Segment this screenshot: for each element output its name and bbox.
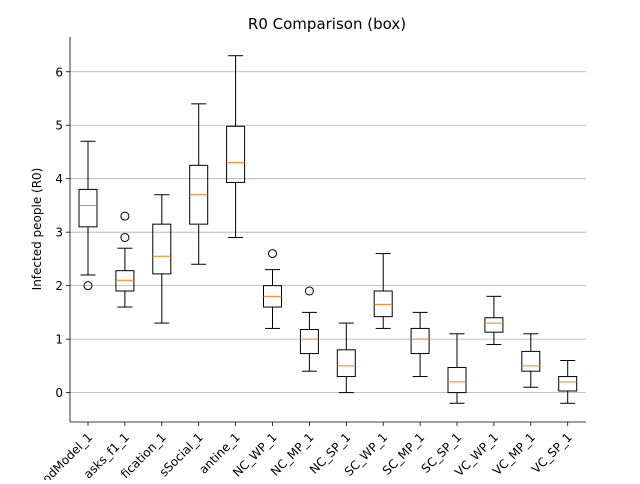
box-12 [484,295,504,345]
box-11 [447,333,467,404]
y-tick-label: 2 [55,279,63,293]
y-tick-label: 0 [55,386,63,400]
box-7 [299,286,319,372]
box-iqr [521,350,541,372]
outlier-point [304,286,314,296]
box-iqr [336,349,356,378]
box-3 [152,194,172,324]
box-2 [115,211,135,308]
box-iqr [152,223,172,275]
box-iqr [484,317,504,333]
y-tick-label: 1 [55,333,63,347]
box-4 [189,103,209,265]
y-tick-label: 3 [55,226,63,240]
box-13 [521,333,541,388]
box-9 [373,253,393,329]
box-14 [558,360,578,404]
grid-lines [70,71,586,393]
box-iqr [299,328,319,355]
box-1 [78,140,98,291]
box-iqr [78,188,98,228]
box-iqr [373,290,393,318]
y-tick-label: 5 [55,119,63,133]
box-series [78,55,578,404]
box-iqr [410,327,430,355]
box-iqr [447,366,467,394]
box-10 [410,311,430,378]
y-tick-label: 4 [55,172,63,186]
box-iqr [115,270,135,292]
box-iqr [558,376,578,392]
axes [69,37,586,423]
outlier-point [120,211,130,221]
y-axis-label: Infected people (R0) [30,168,44,291]
box-6 [263,249,282,329]
y-ticks: 0 1 2 3 4 5 6 [55,65,70,400]
chart-title: R0 Comparison (box) [248,15,406,33]
outlier-point [83,281,93,291]
y-tick-label: 6 [55,65,63,79]
box-8 [336,322,356,394]
outlier-point [268,249,277,259]
box-iqr [226,125,246,183]
box-5 [226,55,246,239]
x-ticks: odModel_1asks_f1_1fication_1sSocial_1ant… [40,422,575,484]
outlier-point [120,233,130,243]
x-tick-label: VC_SP_1 [529,430,575,476]
